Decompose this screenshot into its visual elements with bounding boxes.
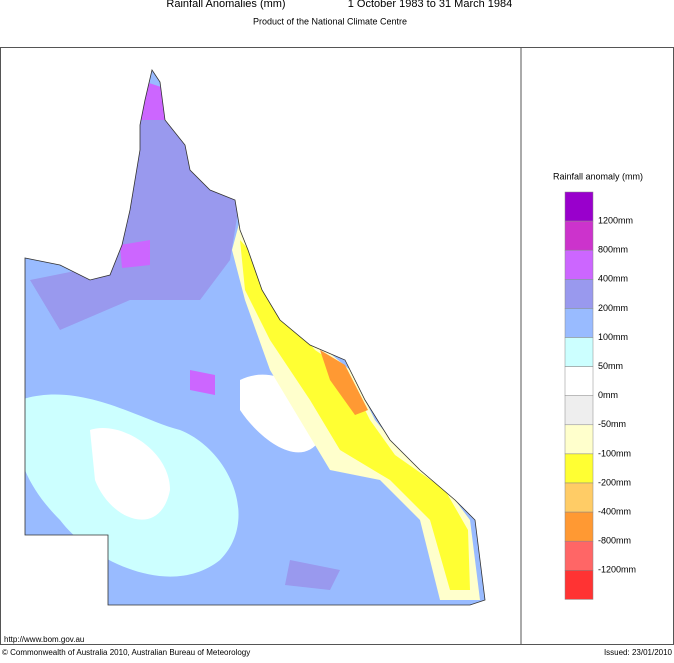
legend-label: -400mm [598,506,631,516]
legend-swatch [564,366,594,396]
legend-label: -800mm [598,536,631,546]
legend-label: 1200mm [598,215,633,225]
legend-label: 100mm [598,332,628,342]
period: 1 October 1983 to 31 March 1984 [348,0,513,10]
legend-label: 0mm [598,390,618,400]
legend-swatch [564,395,594,426]
legend-swatch [564,453,594,484]
title: Rainfall Anomalies (mm) [166,0,285,10]
legend-swatch [564,540,594,571]
legend-swatch [564,337,594,367]
legend-title: Rainfall anomaly (mm) [553,171,643,181]
legend-swatch [564,220,594,251]
legend-label: -100mm [598,448,631,458]
legend: Rainfall anomaly (mm) 1200mm 800mm 400mm 20… [553,171,643,600]
issued: Issued: 23/01/2010 [604,648,673,657]
legend-swatch [564,308,594,338]
legend-label: 50mm [598,361,623,371]
legend-swatch [564,511,594,542]
legend-swatch [564,482,594,513]
legend-label: 400mm [598,274,628,284]
legend-label: 800mm [598,245,628,255]
legend-swatch [564,424,594,455]
legend-label: -50mm [598,419,626,429]
legend-swatch [564,191,594,222]
legend-label: -200mm [598,477,631,487]
legend-label: 200mm [598,303,628,313]
map [25,70,485,605]
legend-swatch [564,570,594,600]
legend-swatch [564,279,594,309]
copyright: © Commonwealth of Australia 2010, Austra… [2,648,250,657]
url: http://www.bom.gov.au [4,635,84,644]
subtitle: Product of the National Climate Centre [253,16,407,26]
legend-label: -1200mm [598,565,636,575]
legend-swatch [564,249,594,280]
